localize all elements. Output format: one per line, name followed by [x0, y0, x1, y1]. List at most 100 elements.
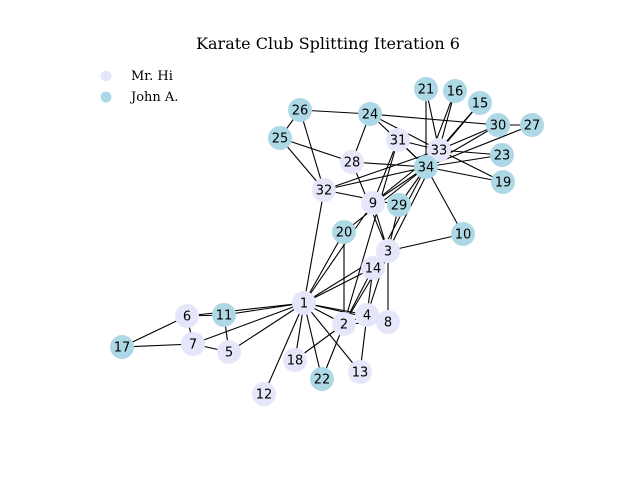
node-label-20: 20 [336, 226, 353, 241]
node-circle-8 [376, 310, 400, 334]
node-circle-16 [443, 79, 467, 103]
node-circle-28 [340, 150, 364, 174]
edge-1-20 [303, 231, 345, 304]
node-circle-2 [332, 312, 356, 336]
node-label-16: 16 [447, 85, 464, 100]
node-label-25: 25 [272, 132, 289, 147]
node-34: 34 [414, 155, 438, 179]
edge-1-32 [303, 189, 325, 304]
edge-1-14 [303, 267, 374, 304]
node-circle-1 [292, 291, 316, 315]
edge-1-7 [192, 302, 305, 345]
edge-1-11 [223, 302, 305, 316]
node-label-24: 24 [362, 108, 379, 123]
node-label-2: 2 [340, 318, 348, 333]
edge-1-6 [186, 302, 305, 317]
node-label-7: 7 [189, 338, 197, 353]
node-circle-4 [355, 303, 379, 327]
node-circle-12 [252, 382, 276, 406]
node-circle-11 [212, 303, 236, 327]
node-12: 12 [252, 382, 276, 406]
node-28: 28 [340, 150, 364, 174]
node-circle-19 [491, 170, 515, 194]
node-label-23: 23 [494, 149, 511, 164]
node-label-8: 8 [384, 316, 392, 331]
node-label-11: 11 [216, 309, 233, 324]
node-4: 4 [355, 303, 379, 327]
node-circle-10 [451, 222, 475, 246]
node-circle-9 [361, 191, 385, 215]
node-29: 29 [387, 193, 411, 217]
node-circle-25 [268, 126, 292, 150]
node-circle-7 [181, 332, 205, 356]
node-7: 7 [181, 332, 205, 356]
node-21: 21 [414, 77, 438, 101]
node-label-22: 22 [314, 373, 331, 388]
node-9: 9 [361, 191, 385, 215]
edge-3-10 [387, 233, 464, 252]
edge-1-9 [303, 202, 374, 304]
node-label-27: 27 [524, 119, 541, 134]
node-circle-15 [468, 91, 492, 115]
node-circle-27 [520, 113, 544, 137]
node-circle-29 [387, 193, 411, 217]
node-16: 16 [443, 79, 467, 103]
nodes-layer: 1234567891011121314151617181920212223242… [110, 77, 544, 406]
edge-32-34 [323, 166, 427, 191]
edge-1-13 [303, 302, 361, 373]
node-circle-6 [175, 304, 199, 328]
node-label-3: 3 [384, 245, 392, 260]
node-33: 33 [427, 138, 451, 162]
node-14: 14 [361, 256, 385, 280]
node-circle-3 [376, 239, 400, 263]
node-31: 31 [386, 128, 410, 152]
edge-26-32 [299, 109, 325, 191]
node-label-9: 9 [369, 197, 377, 212]
node-circle-33 [427, 138, 451, 162]
edge-25-28 [279, 137, 353, 163]
legend-marker-john-a [100, 91, 112, 103]
edge-1-12 [263, 302, 305, 395]
node-32: 32 [312, 178, 336, 202]
node-label-14: 14 [365, 262, 382, 277]
node-circle-32 [312, 178, 336, 202]
legend-label-mr-hi: Mr. Hi [131, 69, 173, 84]
node-17: 17 [110, 335, 134, 359]
edge-1-22 [303, 302, 323, 380]
node-label-21: 21 [418, 83, 435, 98]
node-label-6: 6 [183, 310, 191, 325]
node-label-28: 28 [344, 156, 361, 171]
node-circle-22 [310, 367, 334, 391]
legend-marker-mr-hi [100, 70, 112, 82]
node-label-17: 17 [114, 341, 131, 356]
edge-1-5 [228, 302, 305, 353]
legend: Mr. Hi John A. [100, 69, 178, 105]
node-11: 11 [212, 303, 236, 327]
node-25: 25 [268, 126, 292, 150]
node-label-18: 18 [287, 354, 304, 369]
edge-2-31 [343, 139, 399, 325]
node-circle-24 [358, 102, 382, 126]
edge-29-32 [323, 189, 400, 206]
node-6: 6 [175, 304, 199, 328]
node-18: 18 [283, 348, 307, 372]
node-5: 5 [217, 340, 241, 364]
chart-title: Karate Club Splitting Iteration 6 [196, 34, 460, 53]
node-label-4: 4 [363, 309, 371, 324]
node-label-29: 29 [391, 199, 408, 214]
node-20: 20 [332, 220, 356, 244]
edge-24-30 [369, 113, 499, 126]
node-8: 8 [376, 310, 400, 334]
node-22: 22 [310, 367, 334, 391]
node-10: 10 [451, 222, 475, 246]
edge-6-17 [121, 315, 188, 348]
node-label-10: 10 [455, 228, 472, 243]
node-2: 2 [332, 312, 356, 336]
node-3: 3 [376, 239, 400, 263]
node-circle-13 [348, 360, 372, 384]
node-label-15: 15 [472, 97, 489, 112]
node-circle-20 [332, 220, 356, 244]
node-label-33: 33 [431, 144, 448, 159]
edge-20-34 [343, 166, 427, 233]
